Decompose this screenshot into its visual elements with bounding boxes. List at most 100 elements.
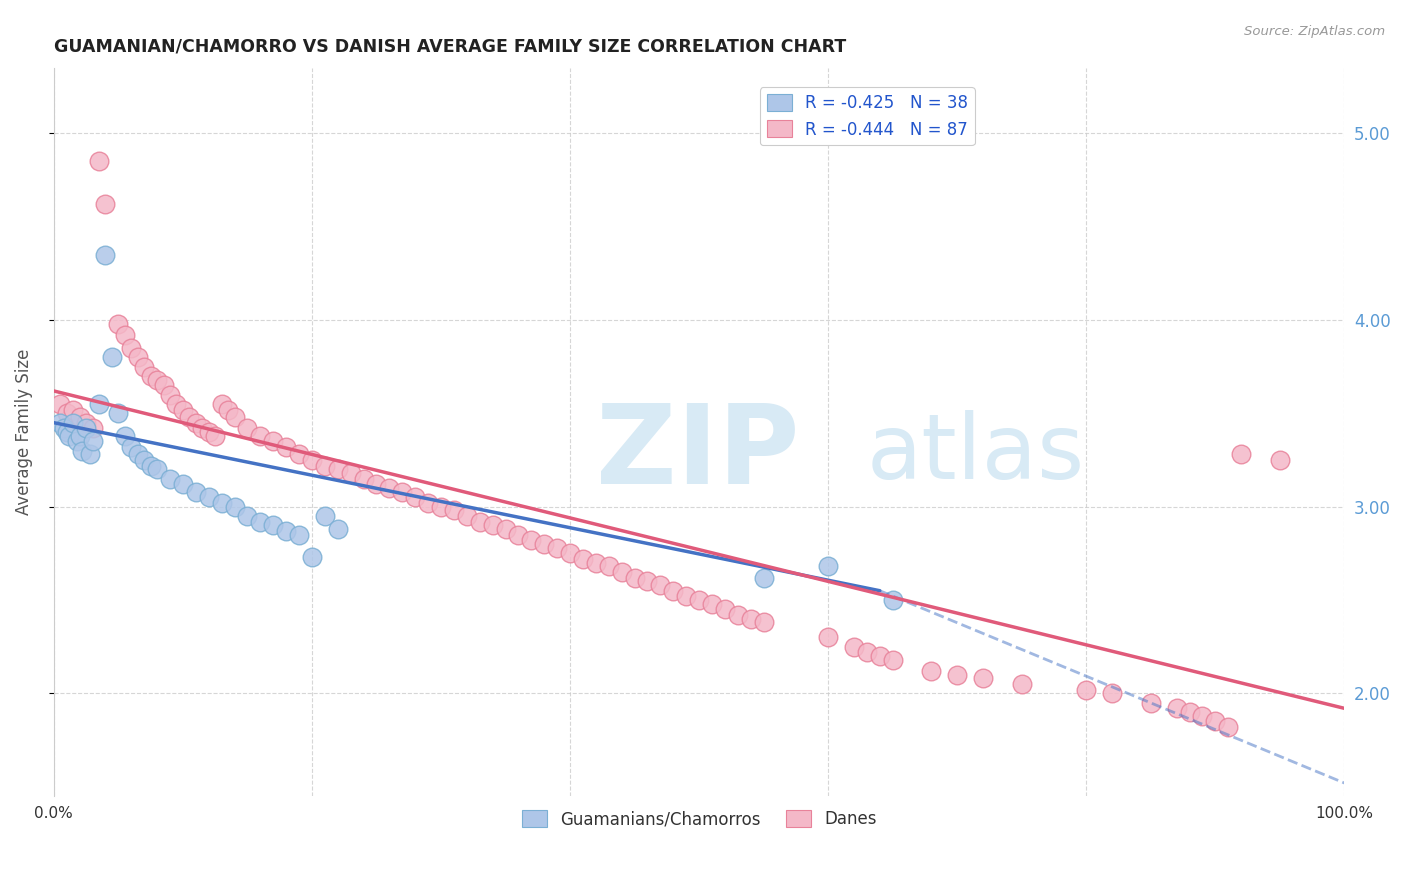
Point	[314, 509, 336, 524]
Point	[236, 421, 259, 435]
Point	[79, 447, 101, 461]
Point	[1218, 720, 1240, 734]
Point	[598, 559, 620, 574]
Y-axis label: Average Family Size: Average Family Size	[15, 349, 32, 516]
Point	[688, 593, 710, 607]
Point	[224, 500, 246, 514]
Point	[326, 462, 349, 476]
Point	[55, 425, 77, 439]
Point	[120, 440, 142, 454]
Point	[585, 556, 607, 570]
Point	[114, 327, 136, 342]
Point	[211, 397, 233, 411]
Point	[69, 410, 91, 425]
Point	[75, 416, 97, 430]
Point	[637, 574, 659, 589]
Point	[94, 197, 117, 211]
Point	[152, 378, 174, 392]
Point	[197, 425, 219, 439]
Point	[249, 515, 271, 529]
Point	[842, 640, 865, 654]
Point	[179, 410, 201, 425]
Point	[391, 484, 413, 499]
Point	[66, 434, 89, 449]
Text: GUAMANIAN/CHAMORRO VS DANISH AVERAGE FAMILY SIZE CORRELATION CHART: GUAMANIAN/CHAMORRO VS DANISH AVERAGE FAM…	[53, 37, 846, 55]
Point	[249, 429, 271, 443]
Point	[650, 578, 672, 592]
Point	[546, 541, 568, 555]
Point	[495, 522, 517, 536]
Point	[946, 667, 969, 681]
Point	[276, 524, 298, 538]
Point	[288, 447, 311, 461]
Point	[1101, 686, 1123, 700]
Point	[172, 402, 194, 417]
Point	[197, 491, 219, 505]
Point	[882, 653, 904, 667]
Point	[70, 443, 93, 458]
Point	[191, 421, 214, 435]
Point	[353, 472, 375, 486]
Point	[62, 402, 84, 417]
Point	[262, 434, 284, 449]
Point	[366, 477, 388, 491]
Point	[53, 421, 76, 435]
Point	[301, 453, 323, 467]
Point	[58, 429, 80, 443]
Text: atlas: atlas	[868, 409, 1085, 498]
Point	[817, 559, 839, 574]
Point	[49, 397, 72, 411]
Point	[1268, 453, 1291, 467]
Point	[752, 615, 775, 630]
Point	[1076, 682, 1098, 697]
Point	[82, 421, 104, 435]
Point	[184, 484, 207, 499]
Point	[127, 351, 149, 365]
Point	[224, 410, 246, 425]
Point	[817, 631, 839, 645]
Point	[114, 429, 136, 443]
Point	[139, 369, 162, 384]
Point	[326, 522, 349, 536]
Point	[107, 406, 129, 420]
Text: ZIP: ZIP	[596, 401, 799, 508]
Point	[62, 416, 84, 430]
Point	[134, 359, 156, 374]
Point	[520, 533, 543, 548]
Point	[184, 416, 207, 430]
Point	[159, 387, 181, 401]
Point	[1204, 714, 1226, 729]
Point	[533, 537, 555, 551]
Point	[134, 453, 156, 467]
Point	[869, 648, 891, 663]
Point	[572, 552, 595, 566]
Point	[82, 434, 104, 449]
Point	[87, 397, 110, 411]
Point	[714, 602, 737, 616]
Point	[752, 571, 775, 585]
Legend: Guamanians/Chamorros, Danes: Guamanians/Chamorros, Danes	[515, 804, 883, 835]
Point	[276, 440, 298, 454]
Point	[1230, 447, 1253, 461]
Point	[288, 527, 311, 541]
Point	[87, 154, 110, 169]
Point	[700, 597, 723, 611]
Point	[211, 496, 233, 510]
Point	[1166, 701, 1188, 715]
Point	[1191, 708, 1213, 723]
Point	[856, 645, 879, 659]
Point	[120, 341, 142, 355]
Point	[404, 491, 426, 505]
Point	[675, 590, 697, 604]
Point	[139, 458, 162, 473]
Point	[75, 421, 97, 435]
Point	[217, 402, 239, 417]
Point	[882, 593, 904, 607]
Point	[55, 406, 77, 420]
Point	[468, 515, 491, 529]
Point	[1140, 696, 1163, 710]
Point	[94, 247, 117, 261]
Point	[101, 351, 124, 365]
Point	[49, 416, 72, 430]
Point	[339, 466, 361, 480]
